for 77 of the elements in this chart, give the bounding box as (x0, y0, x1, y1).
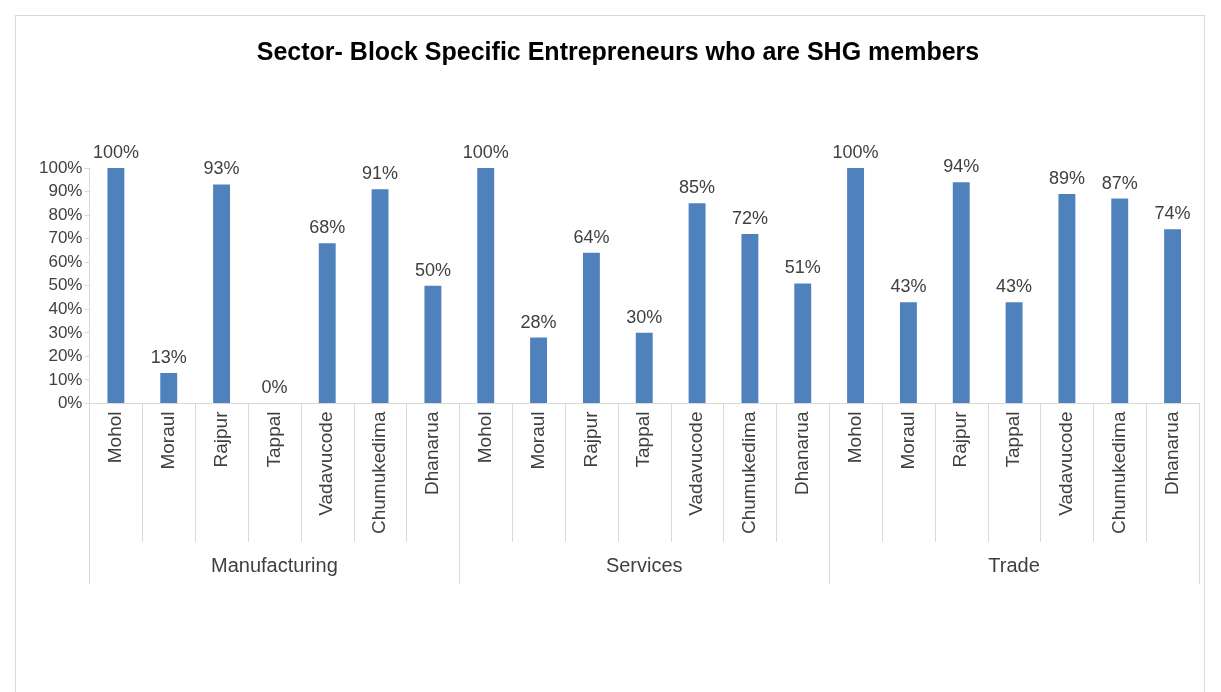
x-tick-label: Vadavucode (685, 411, 707, 516)
bar (582, 252, 600, 403)
data-label: 89% (1048, 167, 1085, 188)
x-tick-label: Mohol (843, 411, 865, 464)
x-tick-label: Dhanarua (1160, 411, 1182, 495)
data-label: 28% (520, 311, 557, 332)
x-tick-label: Dhanarua (421, 411, 443, 495)
y-tick-label: 100% (39, 157, 83, 177)
bar (1005, 302, 1023, 403)
y-tick-label: 50% (48, 275, 83, 295)
y-tick-label: 90% (48, 181, 83, 201)
data-label: 100% (832, 141, 879, 162)
x-tick-label: Mohol (104, 411, 126, 464)
y-tick-label: 40% (48, 298, 83, 318)
data-label: 94% (943, 156, 980, 177)
text: Services (605, 553, 683, 576)
chart-title: Sector- Block Specific Entrepreneurs who are SHG members (256, 36, 980, 65)
x-tick-label: Tappal (632, 411, 654, 468)
bar (213, 184, 231, 403)
bar (1164, 229, 1182, 403)
bar (1111, 198, 1129, 403)
y-tick-label: 70% (48, 228, 83, 248)
x-tick-label: Tappal (262, 411, 284, 468)
bar (688, 203, 706, 403)
bar (477, 168, 495, 403)
y-tick-label: 0% (57, 393, 83, 413)
x-tick-label: Rajpur (579, 410, 601, 468)
data-label: 100% (92, 141, 139, 162)
data-label: 100% (462, 141, 509, 162)
bar (318, 243, 336, 403)
data-label: 64% (573, 226, 610, 247)
data-label: 72% (731, 207, 768, 228)
data-label: 68% (309, 217, 346, 238)
bar (160, 372, 178, 403)
bar (107, 168, 125, 403)
y-tick-label: 80% (48, 204, 83, 224)
x-tick-label: Dhanarua (790, 411, 812, 495)
text: Manufacturing (211, 553, 338, 576)
x-tick-label: Rajpur (949, 410, 971, 468)
bar (635, 332, 653, 403)
data-label: 91% (362, 163, 399, 184)
bar (424, 285, 442, 403)
x-tick-label: Rajpur (209, 410, 231, 468)
text: Trade (988, 553, 1040, 576)
y-tick-label: 30% (48, 322, 83, 342)
x-tick-label: Moraul (526, 411, 548, 470)
x-tick-label: Tappal (1002, 411, 1024, 468)
x-tick-label: Moraul (896, 411, 918, 470)
data-label: 43% (996, 276, 1033, 297)
data-label: 50% (414, 259, 451, 280)
data-label: 74% (1154, 203, 1191, 224)
bar (371, 189, 389, 403)
x-tick-label: Vadavucode (1055, 411, 1077, 516)
x-tick-label: Vadavucode (315, 411, 337, 516)
data-label: 13% (150, 346, 187, 367)
x-tick-label: Chumukedima (738, 411, 760, 534)
x-tick-label: Moraul (156, 411, 178, 470)
y-tick-label: 60% (48, 251, 83, 271)
bar (794, 283, 812, 403)
x-tick-label: Chumukedima (368, 411, 390, 534)
x-tick-label: Mohol (473, 411, 495, 464)
data-label: 0% (261, 377, 288, 398)
data-label: 43% (890, 276, 927, 297)
bar (530, 337, 548, 403)
data-label: 85% (679, 177, 716, 198)
bar (952, 182, 970, 403)
bar (847, 168, 865, 403)
bar (899, 302, 917, 403)
data-label: 93% (203, 158, 240, 179)
data-label: 51% (784, 257, 821, 278)
x-tick-label: Chumukedima (1107, 411, 1129, 534)
data-label: 87% (1101, 172, 1138, 193)
y-tick-label: 20% (48, 346, 83, 366)
data-label: 30% (626, 306, 663, 327)
y-tick-label: 10% (48, 369, 83, 389)
bar (741, 233, 759, 403)
bar (1058, 193, 1076, 403)
